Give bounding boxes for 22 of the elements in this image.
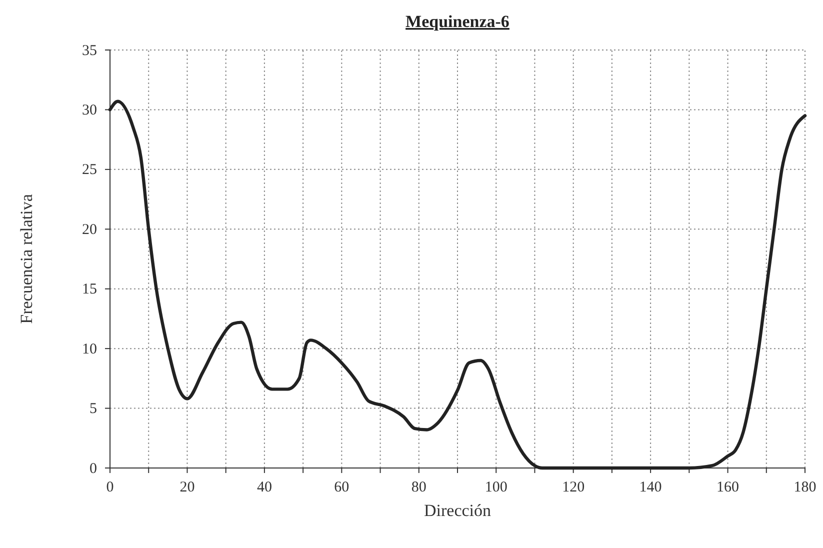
- y-tick-label: 0: [90, 460, 97, 477]
- y-tick-label: 25: [82, 162, 97, 178]
- x-tick-label: 60: [334, 480, 350, 496]
- x-tick-label: 40: [256, 480, 272, 496]
- x-tick-label: 0: [106, 480, 114, 496]
- x-tick-label: 120: [562, 480, 585, 496]
- x-tick-label: 160: [716, 480, 740, 496]
- x-tick-label: 180: [794, 480, 816, 496]
- line-series: [108, 100, 807, 470]
- chart-title: Mequinenza-6: [406, 12, 510, 31]
- x-tick-label: 140: [639, 480, 662, 496]
- x-tick-label: 100: [484, 480, 508, 496]
- y-tick-label: 35: [82, 42, 97, 59]
- y-tick-label: 15: [82, 282, 97, 298]
- y-tick-label: 30: [82, 102, 97, 119]
- x-tick-label: 80: [411, 480, 426, 496]
- x-axis-title: Dirección: [424, 501, 492, 520]
- y-tick-label: 5: [90, 401, 97, 418]
- x-tick-label: 20: [180, 480, 195, 496]
- y-tick-label: 20: [82, 222, 97, 238]
- y-tick-label: 10: [82, 341, 97, 358]
- y-axis-title: Frecuencia relativa: [17, 194, 36, 324]
